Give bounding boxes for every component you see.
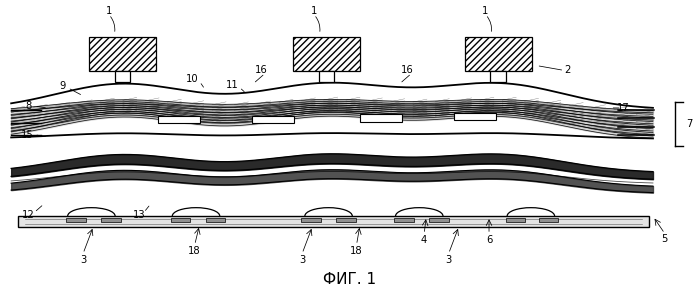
Bar — [506, 218, 525, 222]
Bar — [360, 114, 402, 122]
Bar — [206, 218, 225, 222]
Text: 18: 18 — [188, 246, 201, 256]
Text: ФИГ. 1: ФИГ. 1 — [323, 272, 376, 287]
Bar — [115, 70, 131, 81]
Text: 16: 16 — [401, 66, 414, 75]
Text: 9: 9 — [59, 81, 65, 91]
Text: 13: 13 — [133, 210, 145, 220]
Bar — [18, 216, 649, 227]
Text: 16: 16 — [254, 66, 267, 75]
Text: 3: 3 — [445, 255, 452, 264]
Text: 7: 7 — [686, 119, 693, 129]
Text: 2: 2 — [564, 66, 570, 75]
Bar — [491, 70, 506, 81]
Text: 18: 18 — [350, 246, 363, 256]
Bar — [171, 218, 190, 222]
Bar — [465, 37, 531, 70]
Text: 12: 12 — [22, 210, 35, 220]
Bar — [252, 116, 294, 123]
Text: 15: 15 — [21, 130, 34, 140]
Bar — [394, 218, 414, 222]
Text: 4: 4 — [421, 235, 427, 245]
Bar — [319, 70, 334, 81]
Bar — [158, 116, 199, 124]
Bar — [66, 218, 86, 222]
Text: 8: 8 — [25, 101, 31, 111]
Bar — [429, 218, 449, 222]
Text: 6: 6 — [486, 235, 492, 245]
Text: 1: 1 — [482, 6, 489, 16]
Bar — [454, 113, 496, 120]
Text: 5: 5 — [662, 234, 668, 244]
Bar — [336, 218, 356, 222]
Text: 3: 3 — [299, 255, 305, 264]
Text: 1: 1 — [106, 6, 112, 16]
Text: 1: 1 — [311, 6, 317, 16]
Bar — [538, 218, 558, 222]
Text: 17: 17 — [617, 103, 630, 113]
Bar — [89, 37, 157, 70]
Text: 3: 3 — [80, 255, 86, 264]
Bar — [101, 218, 121, 222]
Text: 10: 10 — [186, 74, 199, 84]
Text: 11: 11 — [226, 80, 238, 90]
Bar — [301, 218, 321, 222]
Bar — [293, 37, 360, 70]
